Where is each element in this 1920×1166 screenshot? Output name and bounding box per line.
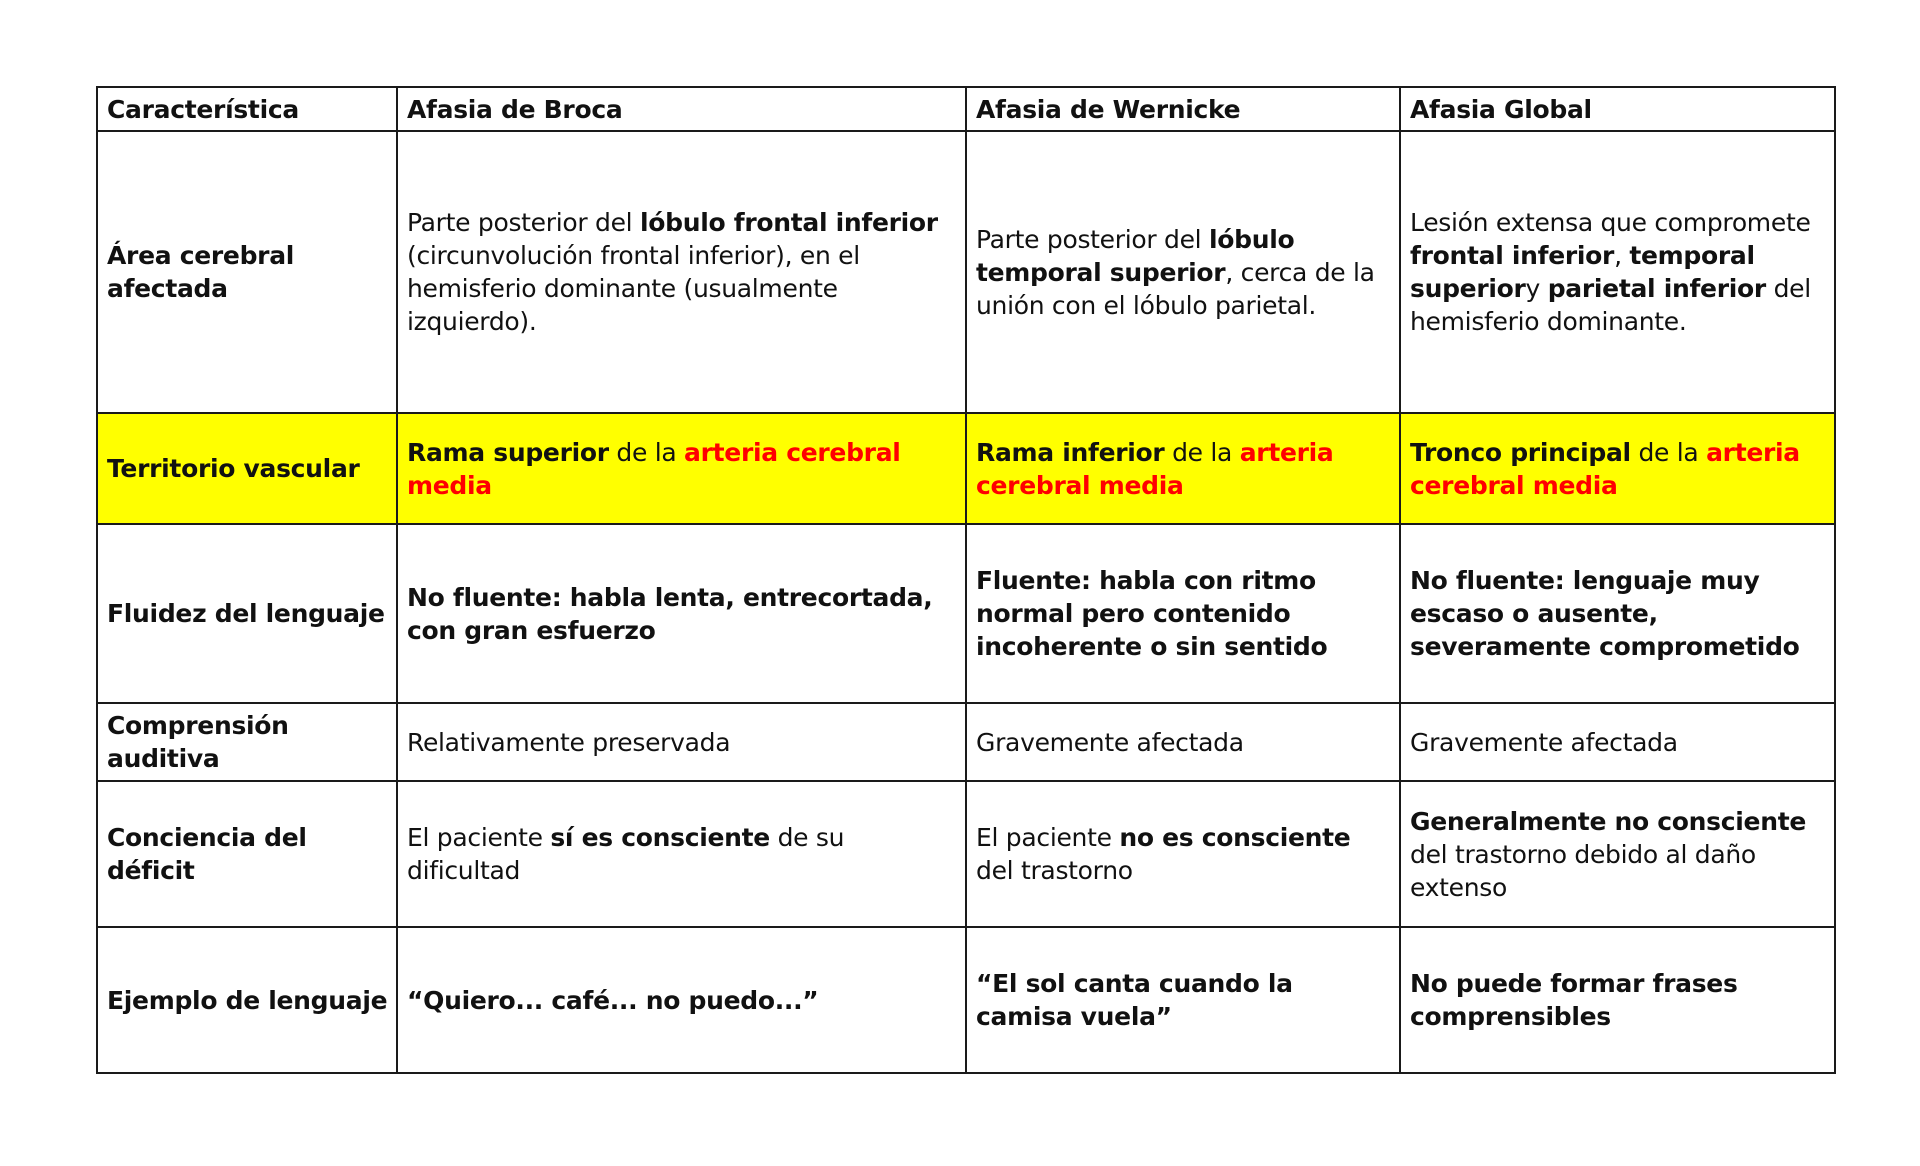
text-segment: de la bbox=[1164, 437, 1240, 467]
text-segment: Parte posterior del bbox=[407, 208, 640, 237]
row-fluidez: Fluidez del lenguaje No fluente: habla le… bbox=[96, 523, 1836, 704]
text-segment: no es consciente bbox=[1119, 823, 1351, 852]
cell-wernicke: Parte posterior del lóbulo temporal supe… bbox=[965, 130, 1401, 414]
row-label: Área cerebral afectada bbox=[96, 130, 398, 414]
cell-global: Tronco principal de la arteria cerebral … bbox=[1399, 412, 1836, 525]
cell-broca: Rama superior de la arteria cerebral med… bbox=[396, 412, 967, 525]
text-segment: Rama inferior bbox=[976, 437, 1165, 467]
text-segment: Rama superior bbox=[407, 437, 609, 467]
text-segment: “El sol canta cuando la camisa vuela” bbox=[976, 969, 1293, 1031]
header-wernicke: Afasia de Wernicke bbox=[965, 86, 1401, 132]
text-segment: , cerca de la unión con el lóbulo pariet… bbox=[976, 257, 1375, 320]
cell-broca: Parte posterior del lóbulo frontal infer… bbox=[396, 130, 967, 414]
text-segment: del hemisferio dominante. bbox=[1410, 274, 1811, 336]
text-segment: Gravemente afectada bbox=[976, 727, 1244, 757]
text-segment: No fluente: lenguaje muy escaso o ausent… bbox=[1410, 566, 1800, 661]
cell-broca: El paciente sí es consciente de su dific… bbox=[396, 780, 967, 928]
row-conciencia: Conciencia del déficit El paciente sí es … bbox=[96, 780, 1836, 928]
cell-wernicke: El paciente no es consciente del trastor… bbox=[965, 780, 1401, 928]
cell-broca: Relativamente preservada bbox=[396, 702, 967, 782]
text-segment: arteria cerebral media bbox=[976, 437, 1334, 500]
text-segment: No puede formar frases comprensibles bbox=[1410, 969, 1738, 1031]
header-global: Afasia Global bbox=[1399, 86, 1836, 132]
cell-wernicke: Fluente: habla con ritmo normal pero con… bbox=[965, 523, 1401, 704]
cell-global: Lesión extensa que compromete frontal in… bbox=[1399, 130, 1836, 414]
row-label: Territorio vascular bbox=[96, 412, 398, 525]
text-segment: El paciente bbox=[407, 823, 551, 852]
text-segment: Fluente: habla con ritmo normal pero con… bbox=[976, 566, 1328, 661]
row-label: Conciencia del déficit bbox=[96, 780, 398, 928]
cell-global: Gravemente afectada bbox=[1399, 702, 1836, 782]
row-comprension: Comprensión auditiva Relativamente preser… bbox=[96, 702, 1836, 782]
text-segment: temporal superior bbox=[1410, 241, 1755, 303]
text-segment: sí es consciente bbox=[550, 823, 770, 852]
text-segment: Generalmente no consciente bbox=[1410, 806, 1807, 836]
text-segment: y bbox=[1525, 274, 1548, 303]
text-segment: Lesión extensa que compromete bbox=[1410, 208, 1811, 237]
text-segment: del trastorno debido al daño extenso bbox=[1410, 839, 1756, 902]
text-segment: “Quiero... café... no puedo...” bbox=[407, 985, 819, 1015]
text-segment: No fluente: habla lenta, entrecortada, c… bbox=[407, 582, 933, 645]
cell-broca: No fluente: habla lenta, entrecortada, c… bbox=[396, 523, 967, 704]
text-segment: de su dificultad bbox=[407, 823, 845, 885]
text-segment: del trastorno bbox=[976, 856, 1133, 885]
cell-wernicke: Gravemente afectada bbox=[965, 702, 1401, 782]
cell-broca: “Quiero... café... no puedo...” bbox=[396, 926, 967, 1074]
header-broca: Afasia de Broca bbox=[396, 86, 967, 132]
aphasia-comparison-table: Característica Afasia de Broca Afasia de… bbox=[96, 86, 1836, 1074]
cell-global: No puede formar frases comprensibles bbox=[1399, 926, 1836, 1074]
text-segment: lóbulo frontal inferior bbox=[639, 208, 938, 237]
cell-global: Generalmente no consciente del trastorno… bbox=[1399, 780, 1836, 928]
cell-wernicke: “El sol canta cuando la camisa vuela” bbox=[965, 926, 1401, 1074]
text-segment: Parte posterior del bbox=[976, 224, 1209, 254]
text-segment: Gravemente afectada bbox=[1410, 727, 1678, 757]
text-segment: arteria cerebral media bbox=[407, 437, 901, 500]
row-label: Ejemplo de lenguaje bbox=[96, 926, 398, 1074]
text-segment: lóbulo temporal superior bbox=[976, 224, 1295, 287]
header-row: Característica Afasia de Broca Afasia de… bbox=[96, 86, 1836, 132]
cell-global: No fluente: lenguaje muy escaso o ausent… bbox=[1399, 523, 1836, 704]
row-ejemplo: Ejemplo de lenguaje “Quiero... café... no… bbox=[96, 926, 1836, 1074]
text-segment: parietal inferior bbox=[1547, 274, 1767, 303]
text-segment: arteria cerebral media bbox=[1410, 437, 1800, 500]
text-segment: Relativamente preservada bbox=[407, 727, 731, 757]
row-territorio-vascular: Territorio vascular Rama superior de la a… bbox=[96, 412, 1836, 525]
text-segment: de la bbox=[608, 437, 685, 467]
text-segment: Tronco principal bbox=[1410, 437, 1631, 467]
text-segment: El paciente bbox=[976, 823, 1120, 852]
cell-wernicke: Rama inferior de la arteria cerebral med… bbox=[965, 412, 1401, 525]
row-label: Fluidez del lenguaje bbox=[96, 523, 398, 704]
row-area-cerebral: Área cerebral afectada Parte posterior de… bbox=[96, 130, 1836, 414]
text-segment: frontal inferior bbox=[1410, 241, 1615, 270]
text-segment: (circunvolución frontal inferior), en el… bbox=[407, 241, 860, 336]
text-segment: de la bbox=[1630, 437, 1707, 467]
text-segment: , bbox=[1614, 241, 1630, 270]
header-caracteristica: Característica bbox=[96, 86, 398, 132]
row-label: Comprensión auditiva bbox=[96, 702, 398, 782]
